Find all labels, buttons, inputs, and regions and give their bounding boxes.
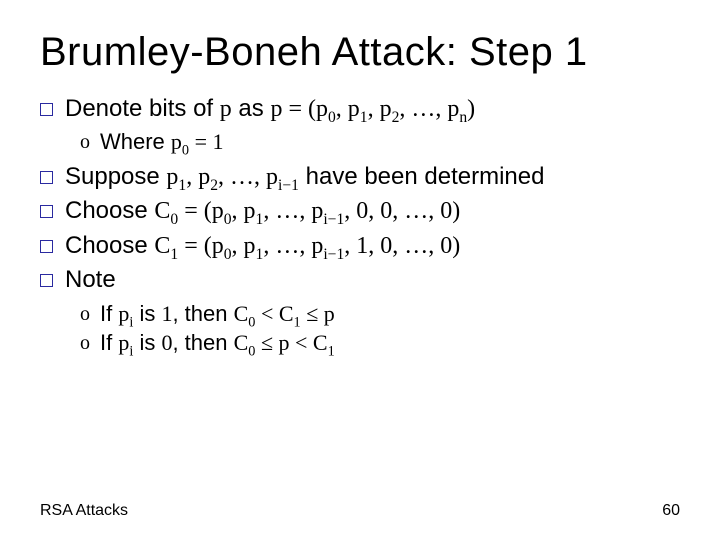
sub-item: o If pi is 1, then C0 < C1 ≤ p xyxy=(80,299,680,329)
sub-item: o If pi is 0, then C0 ≤ p < C1 xyxy=(80,328,680,358)
circle-bullet-icon: o xyxy=(80,301,90,328)
bullet-text: Suppose p1, p2, …, pi−1 have been determ… xyxy=(65,161,680,193)
sub-text: If pi is 0, then C0 ≤ p < C1 xyxy=(100,328,680,358)
square-bullet-icon xyxy=(40,274,53,287)
bullet-item: Choose C0 = (p0, p1, …, pi−1, 0, 0, …, 0… xyxy=(40,195,680,227)
sub-text: If pi is 1, then C0 < C1 ≤ p xyxy=(100,299,680,329)
bullet-text: Note xyxy=(65,264,680,296)
bullet-text: Choose C1 = (p0, p1, …, pi−1, 1, 0, …, 0… xyxy=(65,230,680,262)
bullet-item: Note xyxy=(40,264,680,296)
footer-left: RSA Attacks xyxy=(40,502,128,520)
sub-list: o Where p0 = 1 xyxy=(80,127,680,157)
sub-list: o If pi is 1, then C0 < C1 ≤ p o If pi is 0… xyxy=(80,299,680,358)
bullet-item: Choose C1 = (p0, p1, …, pi−1, 1, 0, …, 0… xyxy=(40,230,680,262)
bullet-item: Suppose p1, p2, …, pi−1 have been determ… xyxy=(40,161,680,193)
circle-bullet-icon: o xyxy=(80,129,90,156)
square-bullet-icon xyxy=(40,205,53,218)
bullet-text: Denote bits of p as p = (p0, p1, p2, …, … xyxy=(65,93,680,125)
circle-bullet-icon: o xyxy=(80,330,90,357)
sub-item: o Where p0 = 1 xyxy=(80,127,680,157)
slide: Brumley-Boneh Attack: Step 1 Denote bits… xyxy=(0,0,720,540)
square-bullet-icon xyxy=(40,240,53,253)
sub-text: Where p0 = 1 xyxy=(100,127,680,157)
bullet-list: Denote bits of p as p = (p0, p1, p2, …, … xyxy=(40,93,680,358)
slide-title: Brumley-Boneh Attack: Step 1 xyxy=(40,30,680,75)
square-bullet-icon xyxy=(40,171,53,184)
bullet-item: Denote bits of p as p = (p0, p1, p2, …, … xyxy=(40,93,680,125)
bullet-text: Choose C0 = (p0, p1, …, pi−1, 0, 0, …, 0… xyxy=(65,195,680,227)
page-number: 60 xyxy=(662,502,680,520)
square-bullet-icon xyxy=(40,103,53,116)
